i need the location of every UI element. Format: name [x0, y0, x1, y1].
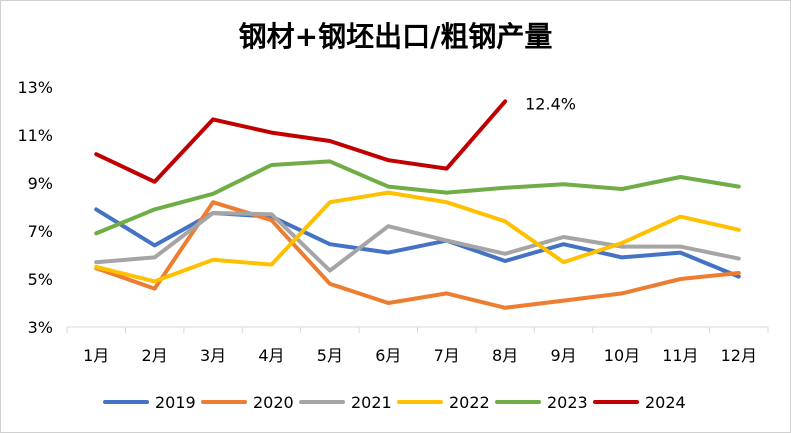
chart-title: 钢材+钢坯出口/粗钢产量 [238, 20, 553, 53]
y-tick-label: 11% [17, 126, 53, 145]
y-tick-label: 7% [28, 222, 53, 241]
y-tick-label: 5% [28, 270, 53, 289]
x-tick-label: 11月 [662, 346, 698, 365]
legend-label-2019: 2019 [155, 393, 196, 412]
x-tick-label: 8月 [492, 346, 518, 365]
y-tick-label: 3% [28, 318, 53, 337]
legend-label-2022: 2022 [449, 393, 490, 412]
x-tick-label: 1月 [83, 346, 109, 365]
x-tick-label: 6月 [375, 346, 401, 365]
x-tick-label: 5月 [317, 346, 343, 365]
legend-label-2020: 2020 [253, 393, 294, 412]
x-tick-label: 9月 [550, 346, 576, 365]
series-line-2020 [94, 200, 741, 310]
x-tick-label: 7月 [434, 346, 460, 365]
series-line-2022 [94, 190, 741, 284]
legend-label-2024: 2024 [645, 393, 686, 412]
x-tick-label: 4月 [258, 346, 284, 365]
legend-label-2021: 2021 [351, 393, 392, 412]
series-line-2024 [94, 99, 508, 184]
x-tick-label: 2月 [142, 346, 168, 365]
series-line-2023 [94, 159, 741, 236]
y-tick-label: 13% [17, 78, 53, 97]
x-tick-label: 3月 [200, 346, 226, 365]
series-line-2021 [94, 211, 741, 273]
y-tick-label: 9% [28, 174, 53, 193]
legend-label-2023: 2023 [547, 393, 588, 412]
x-tick-label: 10月 [604, 346, 640, 365]
x-tick-label: 12月 [721, 346, 757, 365]
annotation-label: 12.4% [525, 94, 576, 113]
